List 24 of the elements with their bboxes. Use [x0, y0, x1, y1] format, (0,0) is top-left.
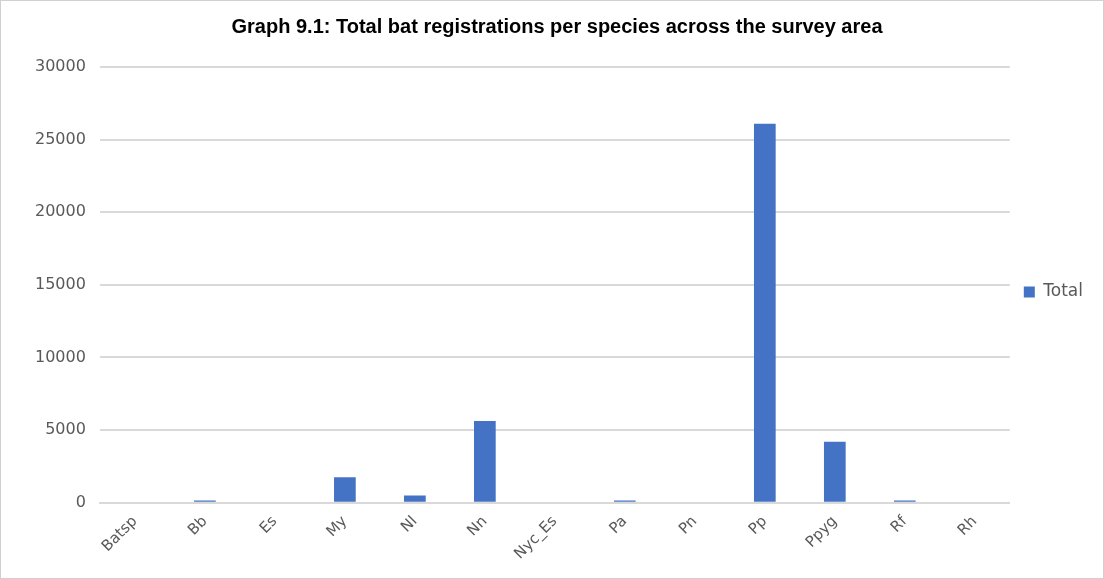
x-tick-label: Bb: [183, 511, 211, 539]
bar: [334, 477, 356, 502]
legend-label: Total: [1042, 280, 1083, 301]
x-tick-label: My: [322, 511, 351, 541]
y-tick-label: 25000: [34, 128, 86, 148]
y-tick-label: 5000: [45, 419, 86, 439]
y-tick-label: 15000: [34, 274, 86, 294]
y-tick-label: 30000: [34, 56, 86, 76]
x-tick-label: Nl: [396, 511, 421, 536]
chart-title: Graph 9.1: Total bat registrations per species across the survey area: [231, 14, 884, 37]
x-tick-label: Es: [255, 511, 281, 537]
bar: [823, 441, 846, 502]
y-tick-label: 10000: [34, 346, 86, 366]
bar: [753, 123, 776, 502]
x-tick-label: Nn: [463, 511, 491, 540]
x-tick-label: Rh: [953, 511, 981, 539]
bar: [404, 495, 426, 502]
x-tick-label: Pa: [605, 511, 631, 538]
x-tick-label: Rf: [886, 511, 911, 536]
bar: [474, 420, 496, 502]
y-tick-label: 0: [75, 491, 86, 511]
y-tick-label: 20000: [34, 201, 86, 221]
x-tick-label: Pn: [674, 511, 701, 538]
x-tick-label: Pp: [744, 511, 771, 538]
